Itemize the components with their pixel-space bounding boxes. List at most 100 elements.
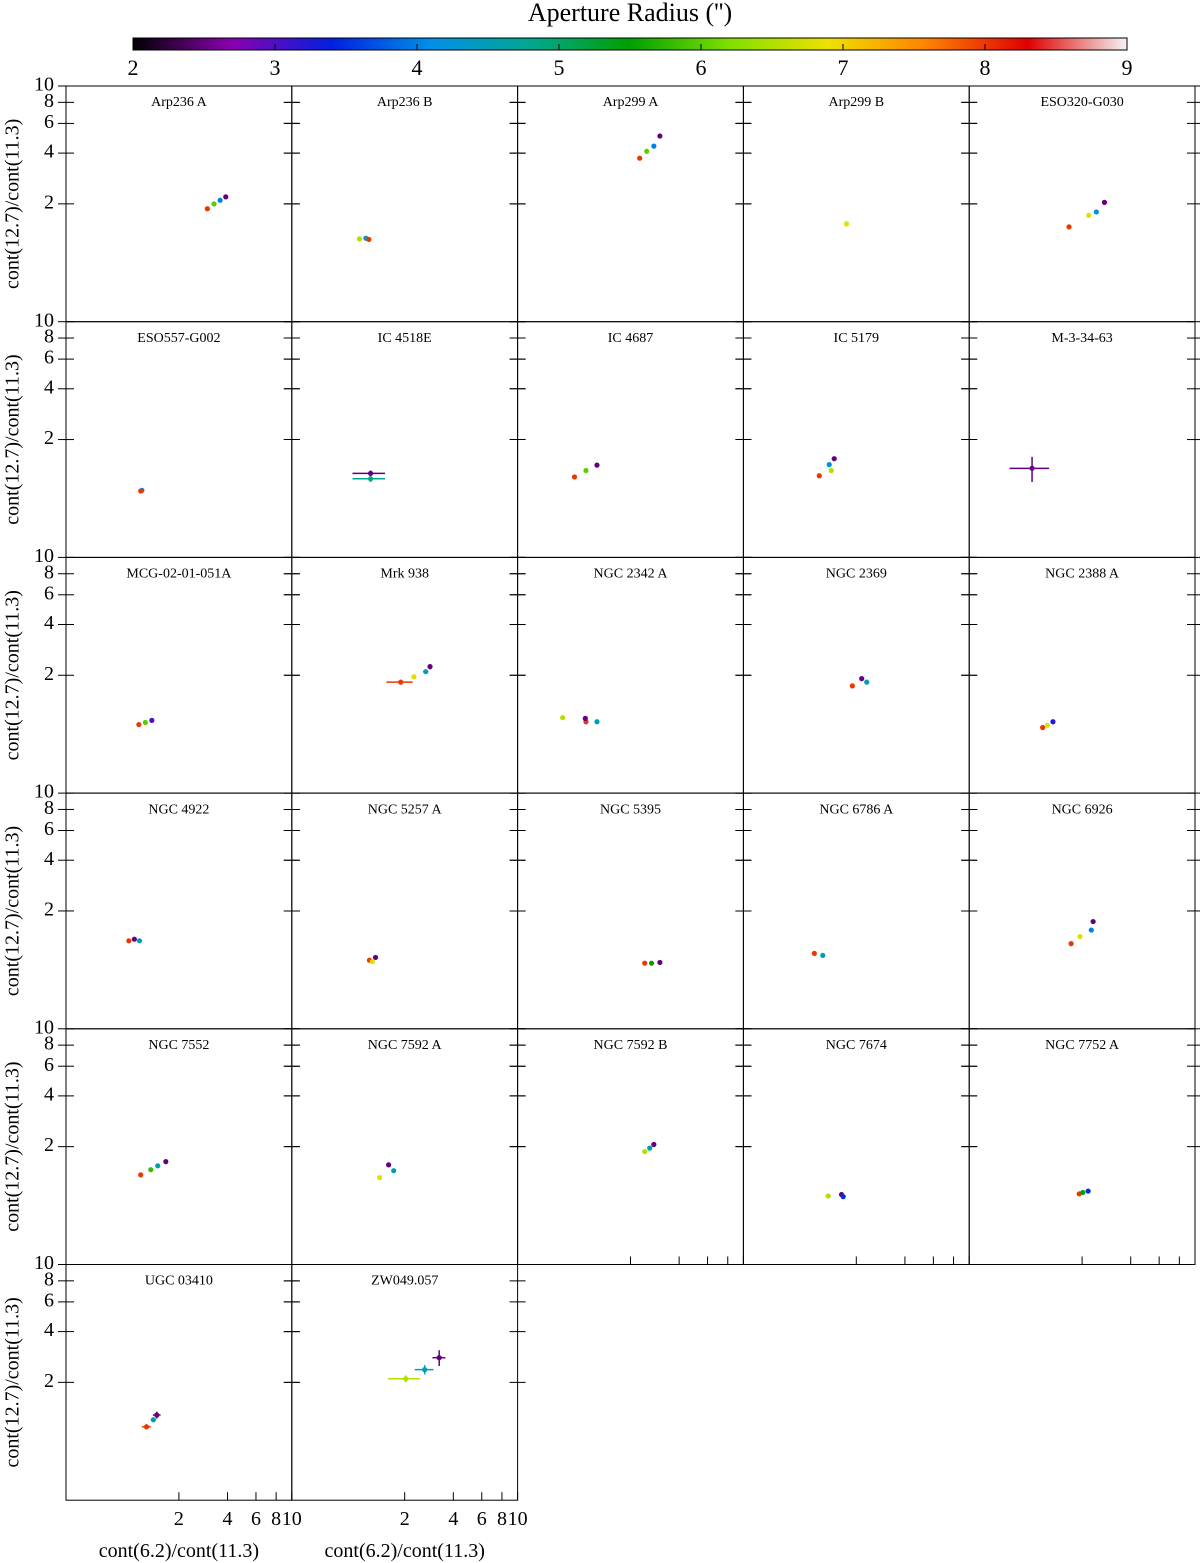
y-tick-label: 10 (34, 545, 54, 567)
point (356, 236, 363, 242)
point (1068, 941, 1074, 947)
panel-title: NGC 7592 B (594, 1038, 668, 1053)
y-tick-label: 8 (44, 1268, 54, 1290)
point (1050, 719, 1056, 725)
point (149, 717, 155, 723)
x-tick-label: 6 (477, 1508, 487, 1530)
point (377, 1175, 383, 1181)
point (131, 936, 137, 942)
panel-frame (291, 85, 519, 323)
y-tick-label: 8 (44, 326, 54, 348)
y-tick-label: 6 (44, 347, 54, 369)
panel-title: NGC 7674 (826, 1038, 887, 1053)
point (642, 960, 648, 966)
point (217, 197, 223, 203)
colorbar-tick-label: 8 (980, 55, 991, 80)
y-tick-label: 10 (34, 1016, 54, 1038)
y-tick-label: 8 (44, 797, 54, 819)
panel-title: NGC 5395 (600, 802, 661, 817)
y-axis-label: cont(12.7)/cont(11.3) (2, 1297, 24, 1467)
panel-frame (65, 321, 293, 558)
colorbar-tick-label: 5 (554, 55, 565, 80)
x-tick-label: 10 (508, 1508, 528, 1530)
panel-frame (291, 1028, 519, 1266)
point (138, 488, 144, 494)
y-tick-label: 4 (44, 1083, 54, 1105)
panel-frame (517, 321, 744, 558)
panel-frame (291, 792, 519, 1030)
point (427, 664, 433, 670)
point (369, 959, 375, 965)
x-tick-label: 8 (271, 1508, 281, 1530)
panel-title: NGC 4922 (148, 802, 209, 817)
point (204, 206, 210, 212)
point (155, 1163, 161, 1169)
y-tick-label: 2 (44, 427, 54, 449)
point (422, 1367, 428, 1373)
point (403, 1376, 409, 1382)
point (637, 155, 643, 161)
panel-frame (65, 792, 293, 1030)
panel-title: Arp299 B (828, 95, 884, 110)
panel-title: NGC 6786 A (819, 802, 894, 817)
panel-frame (65, 1264, 293, 1501)
point (391, 1168, 397, 1174)
panel-title: Arp299 A (603, 95, 660, 110)
y-tick-label: 4 (44, 612, 54, 634)
point (647, 1145, 653, 1151)
point (367, 476, 374, 482)
point (138, 1172, 144, 1178)
panel-frame (517, 85, 744, 323)
panel-title: NGC 2342 A (594, 567, 669, 582)
panel-title: ZW049.057 (371, 1274, 438, 1289)
y-tick-label: 6 (44, 1054, 54, 1076)
panel-frame (968, 792, 1196, 1030)
point (831, 456, 837, 462)
x-tick-label: 4 (223, 1508, 233, 1530)
point (211, 201, 217, 207)
point (1080, 1189, 1086, 1196)
panel-title: IC 4518E (378, 331, 432, 346)
y-tick-label: 2 (44, 1370, 54, 1392)
panel-frame (968, 1028, 1196, 1266)
point (1101, 199, 1108, 205)
point (150, 1417, 156, 1423)
colorbar-tick-label: 4 (412, 55, 423, 80)
panel-title: NGC 5257 A (368, 802, 443, 817)
x-axis-label: cont(6.2)/cont(11.3) (325, 1540, 485, 1562)
point (816, 473, 822, 479)
panel-frame (968, 321, 1196, 558)
x-tick-label: 2 (400, 1508, 410, 1530)
panel-title: IC 4687 (608, 331, 654, 346)
panel-title: NGC 2388 A (1045, 567, 1120, 582)
point (1088, 927, 1094, 933)
y-tick-label: 2 (44, 191, 54, 213)
panel-title: M-3-34-63 (1051, 331, 1112, 346)
x-axis-label: cont(6.2)/cont(11.3) (99, 1540, 259, 1562)
panel-frame (742, 792, 970, 1030)
y-tick-label: 8 (44, 561, 54, 583)
panel-title: Arp236 B (377, 95, 433, 110)
point (657, 959, 663, 966)
colorbar-tick-label: 6 (696, 55, 707, 80)
y-tick-label: 8 (44, 90, 54, 112)
y-tick-label: 2 (44, 663, 54, 685)
y-tick-label: 4 (44, 848, 54, 870)
point (644, 148, 650, 154)
panel-frame (517, 556, 744, 794)
point (398, 679, 404, 685)
point (651, 1141, 657, 1148)
y-tick-label: 10 (34, 1252, 54, 1274)
point (386, 1162, 392, 1168)
panel-frame (291, 1264, 519, 1501)
point (849, 683, 855, 689)
panel-title: MCG-02-01-051A (126, 567, 232, 582)
panel-frame (968, 556, 1196, 794)
point (436, 1355, 442, 1361)
point (367, 470, 374, 476)
y-tick-label: 4 (44, 1319, 54, 1341)
x-tick-label: 4 (448, 1508, 458, 1530)
point (1029, 465, 1035, 471)
point (1085, 1188, 1091, 1194)
y-tick-label: 6 (44, 111, 54, 133)
